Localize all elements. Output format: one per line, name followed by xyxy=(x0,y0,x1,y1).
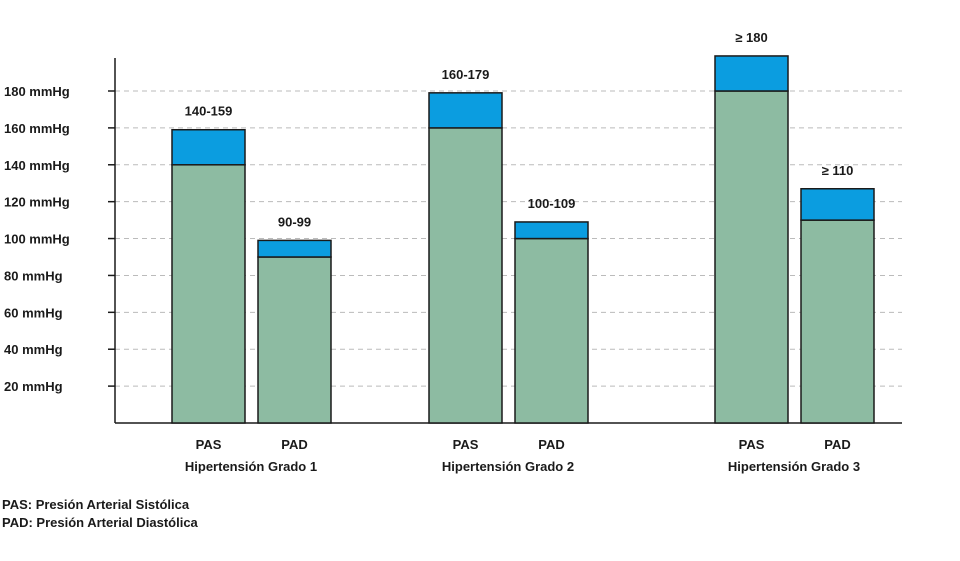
y-tick-label: 80 mmHg xyxy=(4,268,63,283)
y-tick-label: 140 mmHg xyxy=(4,158,70,173)
category-label-pad-grado-1: PAD xyxy=(281,437,307,452)
group-label-grado-3: Hipertensión Grado 3 xyxy=(728,459,860,474)
y-tick-label: 180 mmHg xyxy=(4,84,70,99)
group-label-grado-1: Hipertensión Grado 1 xyxy=(185,459,317,474)
category-label-pas-grado-1: PAS xyxy=(196,437,222,452)
y-tick-label: 20 mmHg xyxy=(4,379,63,394)
bar-base-pas-grado-3 xyxy=(714,90,789,424)
data-label-pas-grado-3: ≥ 180 xyxy=(735,30,767,45)
category-label-pad-grado-2: PAD xyxy=(538,437,564,452)
bar-range-pad-grado-1 xyxy=(257,239,332,258)
data-label-pad-grado-2: 100-109 xyxy=(528,196,576,211)
bar-range-pas-grado-2 xyxy=(428,92,503,129)
group-label-grado-2: Hipertensión Grado 2 xyxy=(442,459,574,474)
category-label-pas-grado-2: PAS xyxy=(453,437,479,452)
data-label-pad-grado-3: ≥ 110 xyxy=(822,163,854,178)
bar-range-pad-grado-2 xyxy=(514,221,589,240)
category-label-pas-grado-3: PAS xyxy=(739,437,765,452)
bar-range-pad-grado-3 xyxy=(800,188,875,221)
category-label-pad-grado-3: PAD xyxy=(824,437,850,452)
footnote-pad: PAD: Presión Arterial Diastólica xyxy=(2,515,198,530)
data-label-pas-grado-1: 140-159 xyxy=(185,104,233,119)
y-tick-label: 120 mmHg xyxy=(4,195,70,210)
bar-range-pas-grado-3 xyxy=(714,55,789,92)
y-tick-label: 40 mmHg xyxy=(4,342,63,357)
bar-base-pad-grado-3 xyxy=(800,219,875,424)
bar-base-pad-grado-2 xyxy=(514,237,589,424)
bar-base-pas-grado-2 xyxy=(428,127,503,424)
data-label-pas-grado-2: 160-179 xyxy=(442,67,490,82)
bar-base-pas-grado-1 xyxy=(171,164,246,424)
y-tick-label: 100 mmHg xyxy=(4,232,70,247)
data-label-pad-grado-1: 90-99 xyxy=(278,214,311,229)
y-tick-label: 160 mmHg xyxy=(4,121,70,136)
bar-base-pad-grado-1 xyxy=(257,256,332,424)
bar-range-pas-grado-1 xyxy=(171,128,246,166)
y-tick-label: 60 mmHg xyxy=(4,305,63,320)
footnote-pas: PAS: Presión Arterial Sistólica xyxy=(2,497,190,512)
